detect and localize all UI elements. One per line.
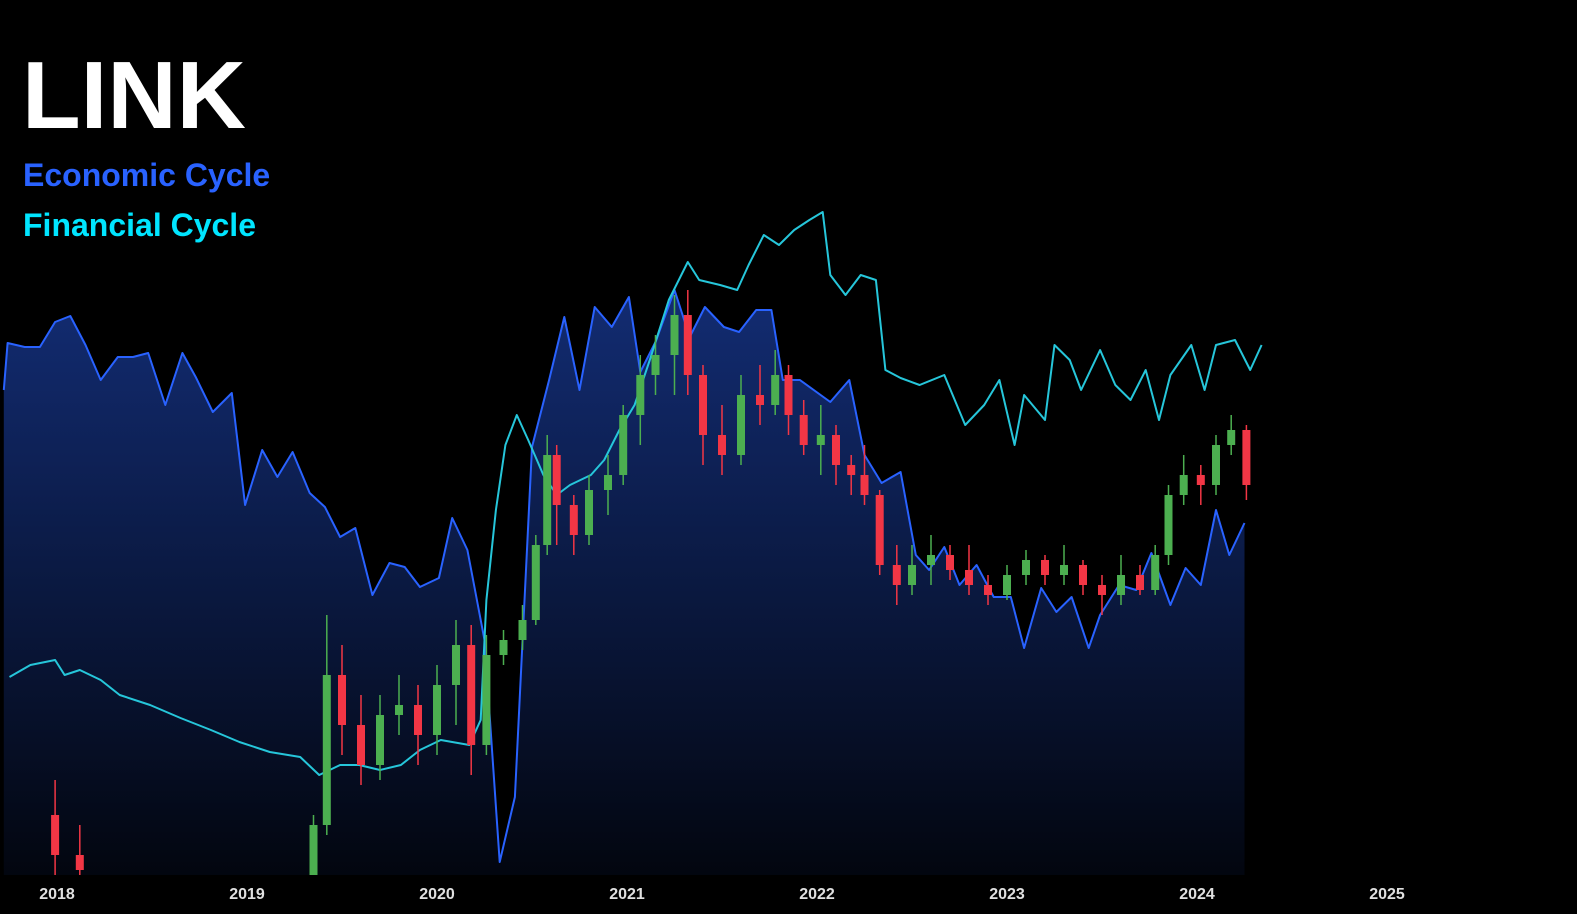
candle-body <box>1164 495 1173 555</box>
x-tick-label: 2018 <box>39 886 75 903</box>
candle-body <box>467 645 476 745</box>
candle-body <box>756 395 764 405</box>
plot-area <box>2 211 1263 875</box>
candle-body <box>75 855 84 870</box>
candle-body <box>1227 430 1236 445</box>
candle-body <box>1179 475 1188 495</box>
candle-body <box>927 555 935 565</box>
candle-body <box>799 415 808 445</box>
candle-body <box>892 565 901 585</box>
x-tick-label: 2024 <box>1179 886 1215 903</box>
candle-body <box>604 475 612 490</box>
candle-body <box>816 435 825 445</box>
legend-entry: Economic Cycle <box>23 157 270 193</box>
candle-body <box>636 375 645 415</box>
area-line <box>2 289 1246 863</box>
candle-body <box>543 455 552 545</box>
candle-body <box>322 675 331 825</box>
x-tick-label: 2022 <box>799 886 835 903</box>
legend-entry: Financial Cycle <box>23 207 256 243</box>
candle-body <box>1003 575 1011 595</box>
x-tick-label: 2023 <box>989 886 1025 903</box>
candle-body <box>619 415 628 475</box>
candle-body <box>860 475 869 495</box>
candle-body <box>651 355 660 375</box>
chart-title: LINK <box>22 42 246 149</box>
candle-body <box>1242 430 1251 485</box>
candle-body <box>482 655 491 745</box>
candle-body <box>875 495 884 565</box>
candle-body <box>847 465 856 475</box>
candle-body <box>433 685 441 735</box>
candle-body <box>1098 585 1106 595</box>
candle-body <box>569 505 578 535</box>
candle-body <box>376 715 384 765</box>
candle-body <box>585 490 593 535</box>
candle-body <box>1212 445 1220 485</box>
candle-body <box>338 675 346 725</box>
candle-body <box>1151 555 1160 590</box>
candle-body <box>699 375 707 435</box>
candle-body <box>683 315 692 375</box>
candle-body <box>832 435 840 465</box>
candle-body <box>1079 565 1087 585</box>
candle-body <box>357 725 365 765</box>
candle-body <box>414 705 422 735</box>
x-tick-label: 2019 <box>229 886 265 903</box>
candle-body <box>984 585 992 595</box>
x-tick-label: 2020 <box>419 886 455 903</box>
candle-body <box>452 645 460 685</box>
candle-body <box>670 315 679 355</box>
candle-body <box>499 640 508 655</box>
line <box>9 211 1263 776</box>
candle-body <box>51 815 60 855</box>
candle-body <box>1136 575 1144 590</box>
candle-body <box>718 435 726 455</box>
candle-body <box>965 570 973 585</box>
candle-body <box>784 375 793 415</box>
candle-body <box>531 545 540 620</box>
candle-body <box>771 375 780 405</box>
candle-body <box>552 455 561 505</box>
candle-body <box>908 565 916 585</box>
candle-body <box>518 620 527 640</box>
candle-body <box>1060 565 1068 575</box>
candle-body <box>1041 560 1049 575</box>
candle-body <box>1117 575 1125 595</box>
area-fill <box>3 290 1245 875</box>
candle-body <box>1022 560 1030 575</box>
candle-body <box>946 555 954 570</box>
candle-body <box>309 825 318 875</box>
candle-body <box>737 395 745 455</box>
candle-body <box>1196 475 1205 485</box>
candle-body <box>395 705 403 715</box>
x-tick-label: 2025 <box>1369 886 1405 903</box>
x-tick-label: 2021 <box>609 886 645 903</box>
